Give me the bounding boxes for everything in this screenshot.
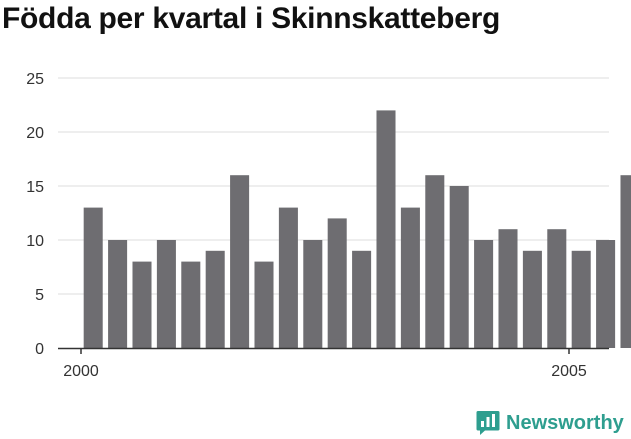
bar [498,229,518,348]
chart-title: Födda per kvartal i Skinnskatteberg [2,2,500,35]
bar [132,261,152,348]
bar [156,240,176,348]
x-tick-label: 2000 [63,363,99,380]
bar [205,250,225,348]
bar [376,110,396,349]
y-tick-label: 10 [26,233,44,250]
bar [425,175,445,348]
bar [547,229,567,348]
bar [83,207,103,348]
bars [83,110,631,349]
y-tick-label: 25 [26,71,44,88]
bar [449,186,469,348]
bar [474,240,494,348]
y-axis-labels: 0 5 10 15 20 25 [26,71,44,358]
bar [522,250,542,348]
bar [278,207,298,348]
x-axis-labels: 200020052010201520202025 [63,363,587,380]
brand-name: Newsworthy [506,411,624,434]
bar [108,240,128,348]
bar-chart-speech-bubble-icon [476,411,500,435]
bar [327,218,347,348]
y-tick-label: 5 [35,287,44,304]
y-tick-label: 0 [35,341,44,358]
bar [352,250,372,348]
x-axis-ticks [80,348,570,354]
y-tick-label: 15 [26,179,44,196]
bar [181,261,201,348]
bar [571,250,591,348]
bar [620,175,631,348]
bar [230,175,250,348]
y-tick-label: 20 [26,125,44,142]
bar [303,240,323,348]
bar [254,261,274,348]
bar [596,240,616,348]
newsworthy-logo: Newsworthy [476,408,624,438]
x-tick-label: 2005 [551,363,587,380]
bar [400,207,420,348]
